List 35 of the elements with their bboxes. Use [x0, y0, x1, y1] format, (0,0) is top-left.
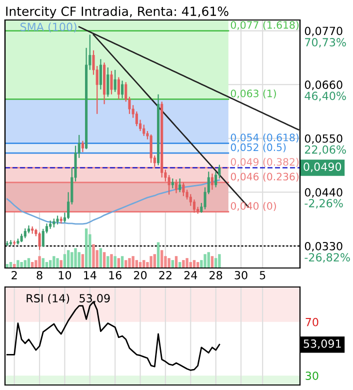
x-tick-label: 24: [184, 270, 198, 280]
x-tick-label: 20: [134, 270, 147, 280]
y2-tick-label: -2,26%: [304, 198, 343, 209]
x-tick-label: 10: [58, 270, 72, 280]
y-tick-label: 0,0770: [304, 26, 342, 36]
x-tick-label: 28: [210, 270, 222, 280]
y-tick-label: 0,0660: [304, 80, 342, 90]
ref-line-label: 0,052 (0.5): [230, 143, 286, 152]
y-tick-label: 70: [306, 318, 318, 326]
annotation: 53,09: [80, 294, 110, 304]
text: 0,0490: [304, 162, 342, 172]
y2-tick-label: 22,06%: [304, 145, 346, 155]
ref-line-label: 0,049 (0.382): [230, 158, 299, 167]
annotation: RSI (14): [26, 294, 70, 304]
x-tick-label: 22: [159, 270, 172, 280]
ref-line-label: 0,077 (1.618): [230, 20, 299, 30]
y-tick-label: 0,0330: [304, 242, 342, 252]
y2-tick-label: 46,40%: [304, 92, 346, 102]
y2-tick-label: -26,82%: [304, 253, 350, 263]
y-tick-label: 30: [306, 372, 318, 380]
ref-line-label: 0,054 (0.618): [230, 133, 299, 142]
chart-title: Intercity CF Intradia, Renta: 41,61%: [6, 6, 228, 18]
y-tick-label: 0,0440: [304, 188, 342, 198]
x-tick-label: 14: [84, 271, 96, 280]
ref-line-label: 0,063 (1): [230, 89, 276, 98]
x-tick-label: 8: [36, 270, 42, 280]
y2-tick-label: 70,73%: [305, 38, 346, 48]
x-tick-label: 2: [12, 270, 17, 280]
text: 53,091: [304, 339, 341, 349]
x-tick-label: 30: [234, 270, 248, 280]
ref-line-label: 0,040 (0): [230, 202, 276, 211]
x-tick-label: 16: [109, 270, 122, 280]
y-tick-label: 0,0550: [304, 134, 342, 144]
ref-line-label: 0,046 (0.236): [230, 172, 299, 182]
x-tick-label: 5: [260, 271, 266, 280]
